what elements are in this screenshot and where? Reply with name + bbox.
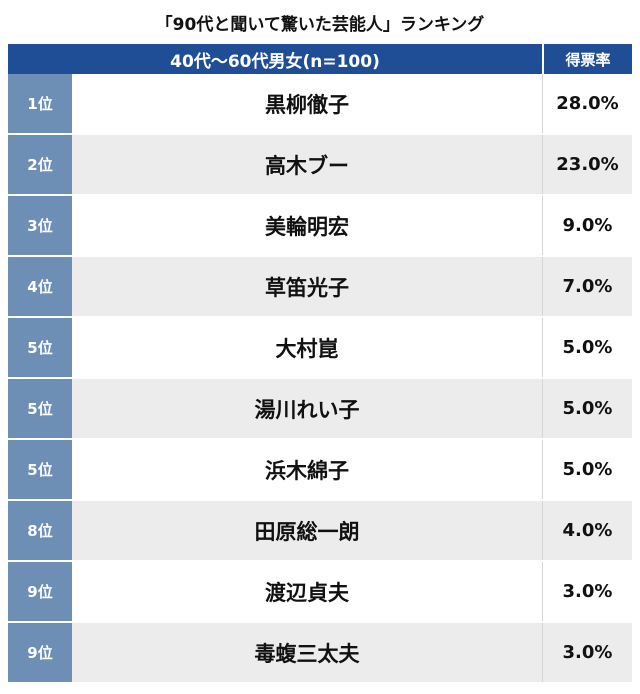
table-row: 5位 湯川れい子 5.0% xyxy=(8,379,632,440)
column-divider xyxy=(542,318,543,377)
celebrity-name-cell: 黒柳徹子 xyxy=(72,74,542,133)
column-divider xyxy=(542,196,543,255)
vote-rate-cell: 23.0% xyxy=(543,135,632,194)
table-row: 4位 草笛光子 7.0% xyxy=(8,257,632,318)
vote-rate-cell: 3.0% xyxy=(543,623,632,682)
celebrity-name-cell: 美輪明宏 xyxy=(72,196,542,255)
vote-rate-cell: 9.0% xyxy=(543,196,632,255)
table-row: 1位 黒柳徹子 28.0% xyxy=(8,74,632,135)
celebrity-name-cell: 渡辺貞夫 xyxy=(72,562,542,621)
rank-cell: 5位 xyxy=(8,440,72,499)
table-row: 5位 大村崑 5.0% xyxy=(8,318,632,379)
vote-rate-cell: 4.0% xyxy=(543,501,632,560)
celebrity-name-cell: 草笛光子 xyxy=(72,257,542,316)
celebrity-name-cell: 大村崑 xyxy=(72,318,542,377)
rank-cell: 8位 xyxy=(8,501,72,560)
table-row: 9位 毒蝮三太夫 3.0% xyxy=(8,623,632,682)
column-divider xyxy=(542,379,543,438)
table-row: 8位 田原総一朗 4.0% xyxy=(8,501,632,562)
vote-rate-cell: 7.0% xyxy=(543,257,632,316)
table-header: 40代〜60代男女(n=100) 得票率 xyxy=(8,44,632,74)
celebrity-name-cell: 高木ブー xyxy=(72,135,542,194)
column-divider xyxy=(542,135,543,194)
rank-cell: 5位 xyxy=(8,379,72,438)
celebrity-name-cell: 毒蝮三太夫 xyxy=(72,623,542,682)
rank-cell: 5位 xyxy=(8,318,72,377)
vote-rate-cell: 3.0% xyxy=(543,562,632,621)
header-group-label: 40代〜60代男女(n=100) xyxy=(8,44,542,74)
header-rate-label: 得票率 xyxy=(544,44,632,74)
column-divider xyxy=(542,562,543,621)
rank-cell: 2位 xyxy=(8,135,72,194)
column-divider xyxy=(542,501,543,560)
vote-rate-cell: 5.0% xyxy=(543,318,632,377)
column-divider xyxy=(542,257,543,316)
table-row: 9位 渡辺貞夫 3.0% xyxy=(8,562,632,623)
vote-rate-cell: 28.0% xyxy=(543,74,632,133)
table-row: 3位 美輪明宏 9.0% xyxy=(8,196,632,257)
rank-cell: 1位 xyxy=(8,74,72,133)
vote-rate-cell: 5.0% xyxy=(543,440,632,499)
table-row: 5位 浜木綿子 5.0% xyxy=(8,440,632,501)
column-divider xyxy=(542,74,543,133)
column-divider xyxy=(542,440,543,499)
ranking-table-body: 1位 黒柳徹子 28.0% 2位 高木ブー 23.0% 3位 美輪明宏 9.0% 4位 草笛光子 7.… xyxy=(8,74,632,682)
rank-cell: 4位 xyxy=(8,257,72,316)
vote-rate-cell: 5.0% xyxy=(543,379,632,438)
chart-title: 「90代と聞いて驚いた芸能人」ランキング xyxy=(155,15,485,35)
column-divider xyxy=(542,623,543,682)
table-row: 2位 高木ブー 23.0% xyxy=(8,135,632,196)
header-divider xyxy=(542,44,544,74)
rank-cell: 3位 xyxy=(8,196,72,255)
celebrity-name-cell: 湯川れい子 xyxy=(72,379,542,438)
rank-cell: 9位 xyxy=(8,562,72,621)
celebrity-name-cell: 田原総一朗 xyxy=(72,501,542,560)
celebrity-name-cell: 浜木綿子 xyxy=(72,440,542,499)
rank-cell: 9位 xyxy=(8,623,72,682)
